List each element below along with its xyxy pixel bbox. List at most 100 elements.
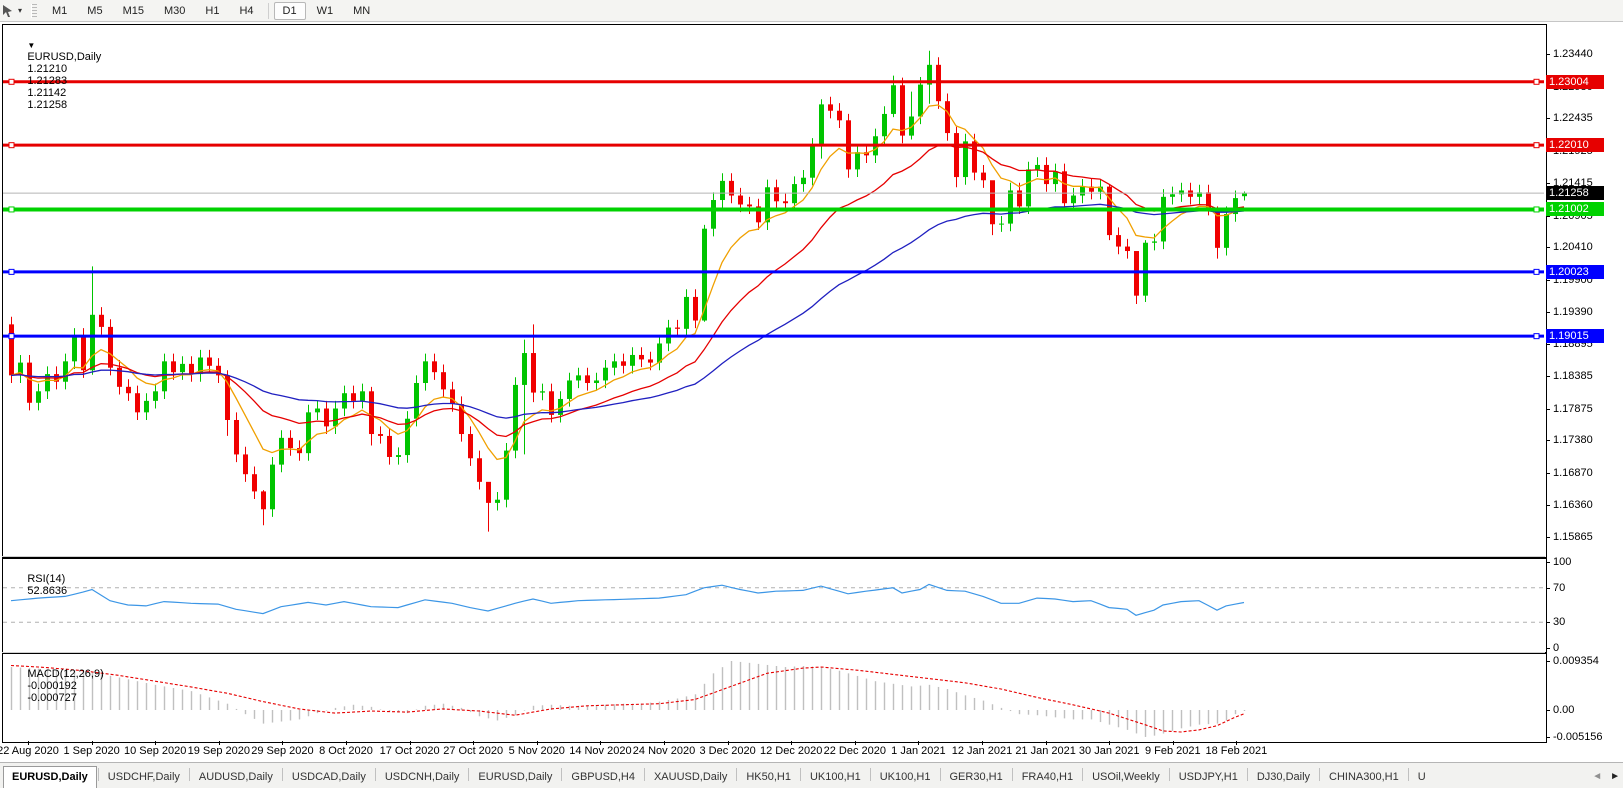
hline-handle[interactable] <box>1533 268 1540 275</box>
timeframe-toolbar: ▾ M1 M5 M15 M30 H1 H4 D1 W1 MN <box>0 0 1623 22</box>
chart-tab-1[interactable]: USDCHF,Daily <box>107 770 180 783</box>
chart-tab-6[interactable]: GBPUSD,H4 <box>571 770 635 783</box>
axis-tick <box>1546 709 1550 711</box>
tab-separator <box>374 767 376 781</box>
date-tick-label: 22 Aug 2020 <box>0 745 59 757</box>
ohlc-open: 1.21210 <box>27 63 68 75</box>
chart-tab-11[interactable]: GER30,H1 <box>949 770 1003 783</box>
macd-signal-value: -0.000727 <box>27 692 77 704</box>
chart-tab-bar: EURUSD,Daily USDCHF,Daily AUDUSD,Daily USDC… <box>0 762 1623 788</box>
hline-handle[interactable] <box>8 78 15 85</box>
rsi-indicator-pane[interactable]: RSI(14) 52.8636 <box>2 558 1547 653</box>
tab-scroll-right-icon[interactable]: ► <box>1610 771 1620 782</box>
chevron-down-icon[interactable]: ▾ <box>18 6 23 15</box>
cursor-tool-button[interactable]: ▾ <box>0 4 26 18</box>
hline-handle[interactable] <box>8 268 15 275</box>
tab-separator <box>468 767 470 781</box>
timeframe-button-h4[interactable]: H4 <box>239 4 254 17</box>
macd-label: MACD(12,26,9) -0.000192 -0.000727 <box>9 656 103 716</box>
chart-tab-13[interactable]: USOil,Weekly <box>1092 770 1160 783</box>
tab-separator <box>1407 767 1409 781</box>
price-tick-label: 1.20410 <box>1553 241 1593 254</box>
price-tick-label: 1.15865 <box>1553 531 1593 543</box>
price-chart-pane[interactable]: ▼ EURUSD,Daily 1.21210 1.21283 1.21142 1… <box>2 24 1547 558</box>
axis-tick <box>1546 661 1550 662</box>
hline-handle[interactable] <box>1533 78 1540 85</box>
ohlc-high: 1.21283 <box>27 75 68 87</box>
chart-tab-17[interactable]: U <box>1417 770 1426 783</box>
chart-tab-16[interactable]: CHINA300,H1 <box>1329 770 1399 783</box>
rsi-value: 52.8636 <box>27 585 68 597</box>
pane-splitter[interactable] <box>2 556 1545 557</box>
tab-separator <box>1082 767 1084 781</box>
hline-handle[interactable] <box>1533 142 1540 149</box>
hline-handle[interactable] <box>1533 333 1540 340</box>
date-tick <box>346 741 347 745</box>
date-tick-label: 10 Sep 2020 <box>123 745 187 757</box>
date-tick-label: 18 Feb 2021 <box>1205 745 1268 757</box>
chart-tab-9[interactable]: UK100,H1 <box>809 770 861 783</box>
chart-tab-4[interactable]: USDCNH,Daily <box>384 770 460 783</box>
timeframe-button-w1[interactable]: W1 <box>316 4 334 17</box>
date-tick-label: 12 Jan 2021 <box>951 745 1013 757</box>
timeframe-button-d1[interactable]: D1 <box>273 1 306 20</box>
axis-tick <box>1546 505 1550 507</box>
pane-splitter[interactable] <box>2 652 1545 653</box>
date-tick-label: 29 Sep 2020 <box>251 745 314 757</box>
tab-separator <box>799 767 801 781</box>
toolbar-separator <box>267 2 269 19</box>
hline-handle[interactable] <box>8 206 15 213</box>
chart-tab-5[interactable]: EURUSD,Daily <box>478 770 553 783</box>
timeframe-button-mn[interactable]: MN <box>353 4 371 17</box>
hline-handle[interactable] <box>1533 206 1540 213</box>
chart-tab-7[interactable]: XAUUSD,Daily <box>653 770 728 783</box>
chart-menu-icon[interactable]: ▼ <box>27 41 36 50</box>
chart-tab-15[interactable]: DJ30,Daily <box>1256 770 1311 783</box>
timeframe-button-m1[interactable]: M1 <box>52 4 68 17</box>
timeframe-button-m30[interactable]: M30 <box>163 4 186 17</box>
rsi-chart[interactable] <box>3 559 1544 650</box>
tab-scroll-left-icon[interactable]: ◄ <box>1592 771 1603 782</box>
chart-tab-0[interactable]: EURUSD,Daily <box>3 766 97 788</box>
price-tick-label: 1.17380 <box>1553 434 1593 447</box>
tab-separator <box>97 767 99 781</box>
tab-separator <box>188 767 190 781</box>
chart-tab-2[interactable]: AUDUSD,Daily <box>198 770 273 783</box>
date-tick-label: 17 Oct 2020 <box>379 745 440 757</box>
chart-tabs: EURUSD,Daily USDCHF,Daily AUDUSD,Daily USDC… <box>3 766 1434 788</box>
tab-separator <box>1011 767 1013 781</box>
macd-chart[interactable] <box>3 654 1544 740</box>
price-tick-label: -0.005156 <box>1553 731 1603 743</box>
axis-tick <box>1546 183 1550 185</box>
timeframe-button-h1[interactable]: H1 <box>205 4 220 17</box>
price-tick-label: 1.23440 <box>1553 48 1593 60</box>
axis-tick <box>1546 587 1550 589</box>
macd-indicator-pane[interactable]: MACD(12,26,9) -0.000192 -0.000727 <box>2 653 1547 743</box>
price-tick-label: 1.21415 <box>1553 177 1593 190</box>
chart-tab-14[interactable]: USDJPY,H1 <box>1178 770 1238 783</box>
axis-tick <box>1546 279 1550 281</box>
hline-handle[interactable] <box>8 333 15 340</box>
tab-separator <box>736 767 738 781</box>
date-axis[interactable]: 22 Aug 2020 1 Sep 2020 10 Sep 2020 19 Sep 2… <box>0 741 1545 761</box>
chart-tab-10[interactable]: UK100,H1 <box>879 770 931 783</box>
chart-symbol: EURUSD,Daily <box>27 51 102 63</box>
timeframe-button-m15[interactable]: M15 <box>122 4 144 17</box>
axis-tick <box>1546 247 1550 249</box>
tab-separator <box>281 767 283 781</box>
hline-handle[interactable] <box>8 142 15 149</box>
chart-tab-3[interactable]: USDCAD,Daily <box>291 770 366 783</box>
price-axis[interactable]: 1.234401.229301.224351.219251.214151.209… <box>1546 24 1623 743</box>
date-tick-label: 19 Sep 2020 <box>187 745 250 757</box>
timeframe-button-m5[interactable]: M5 <box>87 4 103 17</box>
axis-tick <box>1546 440 1550 442</box>
price-tick-label: 0.00 <box>1553 703 1575 716</box>
candlestick-chart[interactable] <box>3 25 1544 555</box>
toolbar-grip[interactable] <box>31 3 38 18</box>
chart-tab-12[interactable]: FRA40,H1 <box>1021 770 1074 783</box>
chart-tab-8[interactable]: HK50,H1 <box>746 770 791 783</box>
date-tick-label: 3 Dec 2020 <box>699 745 756 757</box>
tab-separator <box>561 767 563 781</box>
price-tick-label: 1.18385 <box>1553 370 1593 383</box>
